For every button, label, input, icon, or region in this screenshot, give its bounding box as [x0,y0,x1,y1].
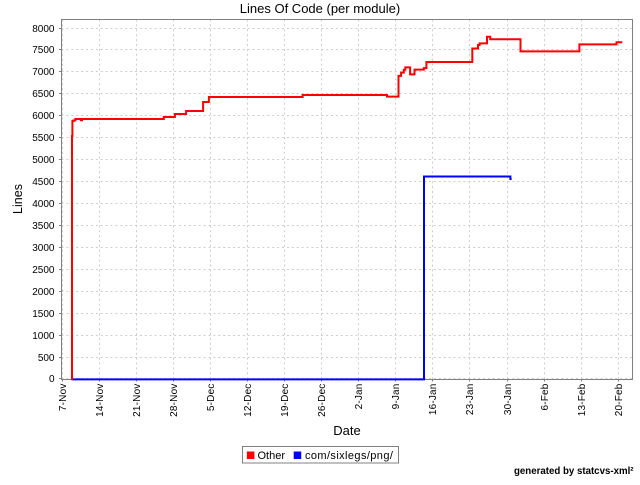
svg-text:2500: 2500 [32,265,55,276]
svg-text:com/sixlegs/png/: com/sixlegs/png/ [305,450,394,462]
svg-text:16-Jan: 16-Jan [428,384,439,416]
svg-text:1000: 1000 [32,331,55,342]
svg-text:3500: 3500 [32,221,55,232]
svg-text:6000: 6000 [32,111,55,122]
svg-text:5-Dec: 5-Dec [206,384,217,412]
svg-text:6500: 6500 [32,89,55,100]
svg-text:generated by statcvs-xml²: generated by statcvs-xml² [514,466,634,477]
svg-text:2000: 2000 [32,287,55,298]
svg-text:1500: 1500 [32,309,55,320]
svg-text:23-Jan: 23-Jan [465,384,476,416]
svg-text:9-Jan: 9-Jan [391,384,402,410]
svg-text:2-Jan: 2-Jan [354,384,365,410]
svg-text:5000: 5000 [32,155,55,166]
svg-text:6-Feb: 6-Feb [540,383,551,410]
svg-text:12-Dec: 12-Dec [243,384,254,417]
svg-text:30-Jan: 30-Jan [503,384,514,416]
svg-text:0: 0 [49,374,55,385]
svg-text:7-Nov: 7-Nov [58,384,69,412]
svg-text:Lines Of Code (per module): Lines Of Code (per module) [240,1,400,16]
svg-text:4000: 4000 [32,199,55,210]
svg-text:21-Nov: 21-Nov [132,384,143,417]
svg-text:Lines: Lines [11,184,25,214]
svg-text:20-Feb: 20-Feb [614,383,625,416]
svg-text:7500: 7500 [32,45,55,56]
svg-text:26-Dec: 26-Dec [317,384,328,417]
svg-text:8000: 8000 [32,24,55,35]
svg-text:500: 500 [38,353,55,364]
svg-text:13-Feb: 13-Feb [577,383,588,416]
svg-text:5500: 5500 [32,133,55,144]
svg-text:28-Nov: 28-Nov [169,384,180,417]
svg-text:19-Dec: 19-Dec [280,384,291,417]
svg-text:7000: 7000 [32,67,55,78]
svg-text:4500: 4500 [32,177,55,188]
svg-text:Date: Date [333,423,360,438]
svg-text:Other: Other [258,450,286,462]
svg-text:14-Nov: 14-Nov [95,384,106,417]
svg-text:3000: 3000 [32,243,55,254]
